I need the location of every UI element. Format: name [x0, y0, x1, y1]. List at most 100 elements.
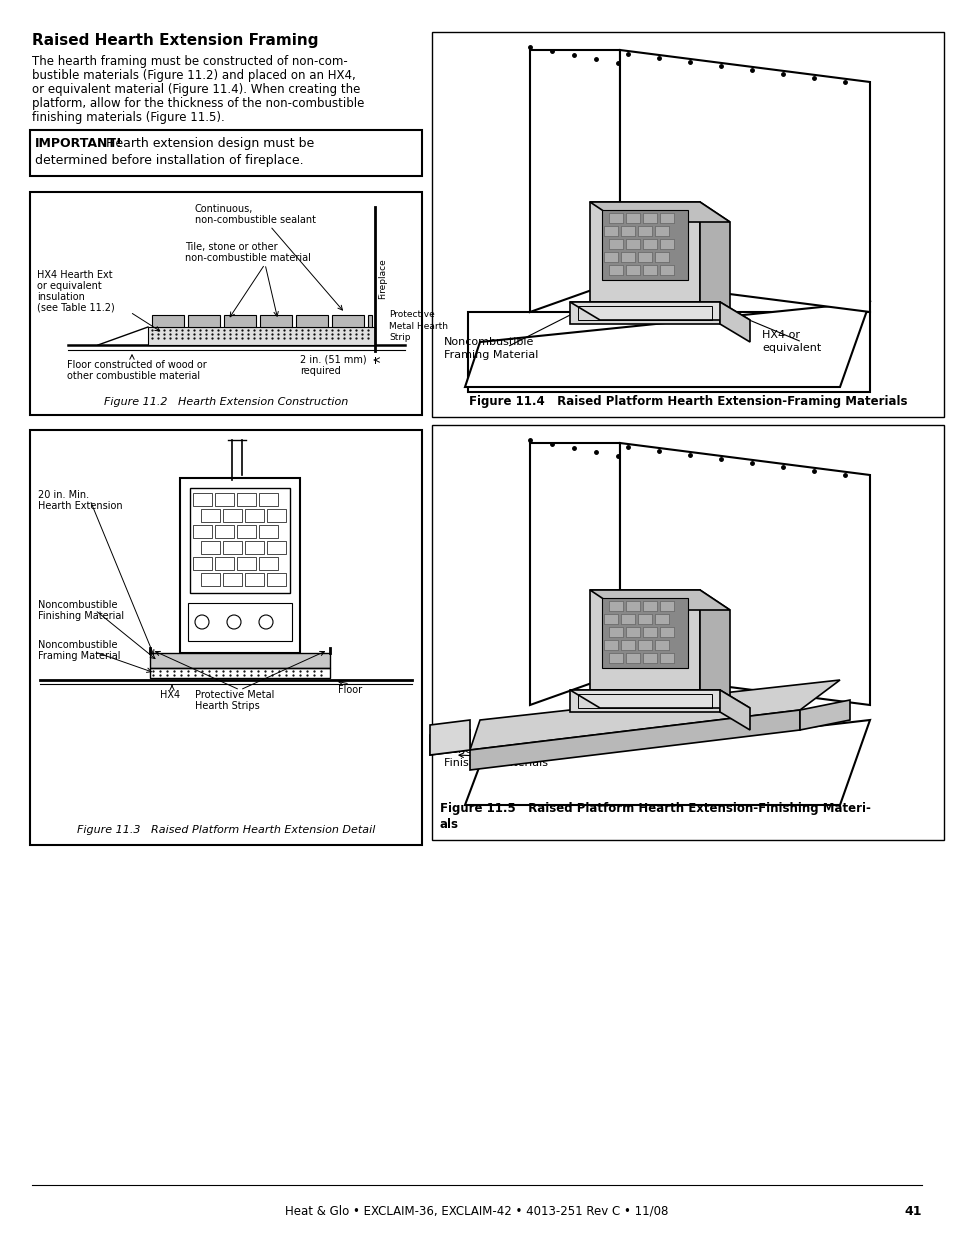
Bar	[608, 266, 622, 275]
Bar	[603, 640, 618, 650]
Text: (see Table 11.2): (see Table 11.2)	[37, 303, 114, 312]
Bar	[659, 266, 673, 275]
Bar	[223, 509, 242, 522]
Text: Noncombustible: Noncombustible	[443, 337, 534, 347]
Bar	[655, 614, 668, 624]
Polygon shape	[589, 203, 700, 303]
Text: Figure 11.5   Raised Platform Hearth Extension-Finishing Materi-: Figure 11.5 Raised Platform Hearth Exten…	[439, 802, 870, 815]
Polygon shape	[430, 720, 470, 755]
Bar	[224, 315, 255, 327]
Text: Fireplace: Fireplace	[378, 258, 387, 299]
Text: finishing materials (Figure 11.5).: finishing materials (Figure 11.5).	[32, 111, 225, 124]
Bar	[638, 614, 651, 624]
Bar	[603, 226, 618, 236]
Text: Noncombustible: Noncombustible	[38, 600, 117, 610]
Text: als: als	[439, 818, 458, 831]
Text: Framing Material: Framing Material	[443, 350, 537, 359]
Bar	[642, 212, 657, 224]
Polygon shape	[800, 700, 849, 730]
Bar	[193, 525, 212, 538]
Text: Noncombustible: Noncombustible	[38, 640, 117, 650]
Polygon shape	[470, 710, 800, 769]
Text: Metal Hearth: Metal Hearth	[389, 322, 448, 331]
Bar	[638, 640, 651, 650]
Bar	[432, 425, 943, 840]
Text: Protective Metal: Protective Metal	[194, 690, 274, 700]
Text: Figure 11.3   Raised Platform Hearth Extension Detail: Figure 11.3 Raised Platform Hearth Exten…	[77, 825, 375, 835]
Polygon shape	[720, 303, 749, 342]
Text: Strip: Strip	[389, 333, 410, 342]
Text: Hearth Extension: Hearth Extension	[38, 501, 123, 511]
Text: non-combustible sealant: non-combustible sealant	[194, 215, 315, 225]
Bar	[625, 601, 639, 611]
Polygon shape	[569, 690, 720, 713]
Bar	[578, 694, 711, 708]
Bar	[190, 488, 290, 593]
Bar	[608, 212, 622, 224]
Text: HX4 or: HX4 or	[761, 330, 800, 340]
Text: The hearth framing must be constructed of non-com-: The hearth framing must be constructed o…	[32, 56, 348, 68]
Bar	[659, 212, 673, 224]
Polygon shape	[589, 590, 729, 610]
Bar	[625, 627, 639, 637]
Bar	[201, 509, 220, 522]
Bar	[150, 653, 330, 668]
Text: equivalent: equivalent	[761, 343, 821, 353]
Polygon shape	[468, 312, 869, 391]
Bar	[603, 614, 618, 624]
Bar	[267, 509, 286, 522]
Text: HX4 Hearth Ext: HX4 Hearth Ext	[37, 270, 112, 280]
Polygon shape	[464, 720, 869, 805]
Text: Protective: Protective	[389, 310, 435, 319]
Bar	[30, 130, 421, 177]
Bar	[603, 252, 618, 262]
Bar	[236, 493, 255, 506]
Bar	[620, 640, 635, 650]
Polygon shape	[430, 730, 470, 755]
Bar	[608, 601, 622, 611]
Bar	[608, 653, 622, 663]
Bar	[245, 573, 264, 585]
Bar	[655, 226, 668, 236]
Bar	[188, 315, 220, 327]
Bar	[659, 627, 673, 637]
Bar	[150, 668, 330, 678]
Text: Finishing Material: Finishing Material	[38, 611, 124, 621]
Text: platform, allow for the thickness of the non-combustible: platform, allow for the thickness of the…	[32, 98, 364, 110]
Bar	[193, 493, 212, 506]
Text: 2 in. (51 mm): 2 in. (51 mm)	[299, 354, 366, 366]
Text: Tile, stone or other: Tile, stone or other	[185, 242, 277, 252]
Bar	[368, 315, 372, 327]
Text: Continuous,: Continuous,	[194, 204, 253, 214]
Text: Floor constructed of wood or: Floor constructed of wood or	[67, 359, 207, 370]
Bar	[625, 212, 639, 224]
Polygon shape	[470, 680, 840, 750]
Polygon shape	[700, 203, 729, 322]
Text: determined before installation of fireplace.: determined before installation of firepl…	[35, 154, 303, 167]
Polygon shape	[589, 203, 729, 222]
Text: Finishing Materials: Finishing Materials	[443, 758, 547, 768]
Text: 41: 41	[903, 1205, 921, 1218]
Bar	[258, 557, 277, 571]
Polygon shape	[569, 303, 720, 324]
Polygon shape	[569, 303, 749, 320]
Polygon shape	[530, 49, 619, 312]
Text: Hearth Strips: Hearth Strips	[194, 701, 259, 711]
Bar	[655, 640, 668, 650]
Bar	[659, 653, 673, 663]
Bar	[642, 240, 657, 249]
Bar	[214, 493, 233, 506]
Bar	[180, 478, 299, 653]
Text: Raised Hearth Extension Framing: Raised Hearth Extension Framing	[32, 33, 318, 48]
Polygon shape	[619, 49, 869, 312]
Bar	[642, 653, 657, 663]
Bar	[432, 32, 943, 417]
Bar	[152, 315, 184, 327]
Bar	[620, 226, 635, 236]
Bar	[258, 493, 277, 506]
Text: Hearth extension design must be: Hearth extension design must be	[102, 137, 314, 149]
Polygon shape	[530, 443, 619, 705]
Polygon shape	[601, 598, 687, 668]
Text: Noncombustible: Noncombustible	[443, 745, 534, 755]
Text: IMPORTANT!: IMPORTANT!	[35, 137, 123, 149]
